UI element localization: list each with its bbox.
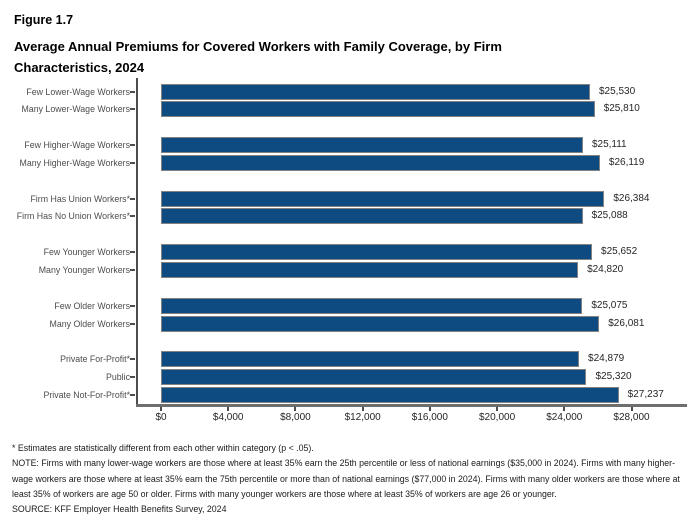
category-label: Firm Has Union Workers*: [30, 193, 130, 204]
footnote-note: NOTE: Firms with many lower-wage workers…: [12, 458, 680, 499]
x-axis-tick: [496, 407, 499, 411]
x-axis-tick: [361, 407, 364, 411]
value-label: $25,075: [591, 299, 628, 311]
footnotes: * Estimates are statistically different …: [12, 441, 692, 517]
value-label: $25,652: [601, 246, 638, 258]
value-label: $26,119: [608, 156, 645, 168]
y-axis-tick: [130, 358, 135, 361]
y-axis-tick: [130, 108, 135, 111]
page-title: Average Annual Premiums for Covered Work…: [14, 39, 502, 75]
x-axis-tick-label: $24,000: [546, 412, 583, 423]
x-axis-line: [136, 404, 687, 407]
bar: [161, 101, 595, 118]
value-label: $24,879: [588, 353, 625, 365]
x-axis-tick: [563, 407, 566, 411]
y-axis-tick: [130, 269, 135, 271]
category-label: Many Older Workers: [49, 318, 131, 329]
y-axis-tick: [130, 304, 135, 307]
bar: [161, 351, 580, 368]
x-axis-tick-label: $4,000: [212, 412, 244, 423]
y-axis-tick: [130, 251, 135, 254]
x-axis-tick: [428, 407, 431, 411]
value-label: $25,111: [591, 139, 627, 151]
x-axis-tick: [160, 407, 162, 411]
y-axis-tick: [130, 90, 135, 93]
bar: [161, 208, 583, 225]
y-axis-tick: [130, 215, 135, 218]
bar: [161, 386, 619, 403]
x-axis-tick-label: $8,000: [280, 412, 311, 423]
bar: [161, 137, 583, 154]
x-axis-tick-label: $20,000: [478, 412, 516, 423]
y-axis-line: [136, 78, 138, 407]
x-axis-tick: [227, 407, 230, 411]
bar: [161, 262, 579, 278]
footnote-source: SOURCE: KFF Employer Health Benefits Sur…: [12, 504, 227, 515]
category-label: Private Not-For-Profit*: [43, 389, 130, 400]
category-label: Many Lower-Wage Workers: [21, 104, 130, 115]
bar: [161, 297, 583, 314]
bar: [161, 315, 600, 332]
x-axis-tick-label: $16,000: [411, 412, 448, 423]
y-axis-tick: [130, 322, 135, 325]
x-axis-tick: [630, 407, 633, 411]
value-label: $25,810: [603, 103, 640, 115]
category-label: Private For-Profit*: [60, 354, 130, 365]
value-label: $25,088: [591, 210, 628, 222]
bar: [161, 154, 600, 171]
bar: [161, 369, 587, 386]
footnote-asterisk: * Estimates are statistically different …: [12, 443, 314, 453]
category-label: Many Higher-Wage Workers: [19, 157, 130, 168]
category-label: Few Lower-Wage Workers: [26, 86, 130, 97]
category-label: Many Younger Workers: [38, 265, 130, 275]
y-axis-tick: [130, 393, 135, 396]
value-label: $26,384: [613, 192, 650, 204]
value-label: $27,237: [627, 388, 664, 400]
category-label: Public: [106, 372, 130, 383]
y-axis-tick: [130, 376, 135, 379]
value-label: $26,081: [608, 317, 645, 329]
bar: [161, 83, 590, 100]
value-label: $25,320: [595, 371, 632, 383]
y-axis-tick: [130, 144, 135, 147]
category-label: Few Younger Workers: [43, 247, 130, 258]
x-axis-tick-label: $28,000: [613, 412, 650, 423]
bar: [161, 244, 593, 261]
x-axis-tick: [294, 407, 297, 411]
y-axis-tick: [130, 197, 135, 200]
value-label: $24,820: [587, 264, 624, 275]
category-label: Firm Has No Union Workers*: [16, 211, 130, 222]
chart: $0 $4,000 $8,000 $12,000 $16,000 $20,000 $24,0…: [0, 78, 698, 430]
category-label: Few Higher-Wage Workers: [24, 140, 130, 151]
y-axis-tick: [130, 161, 135, 164]
x-axis-tick-label: $0: [155, 412, 167, 423]
value-label: $25,530: [598, 85, 636, 97]
bar: [161, 190, 605, 207]
category-label: Few Older Workers: [54, 300, 130, 311]
figure-number: Figure 1.7: [14, 13, 74, 27]
x-axis-tick-label: $12,000: [344, 412, 381, 423]
